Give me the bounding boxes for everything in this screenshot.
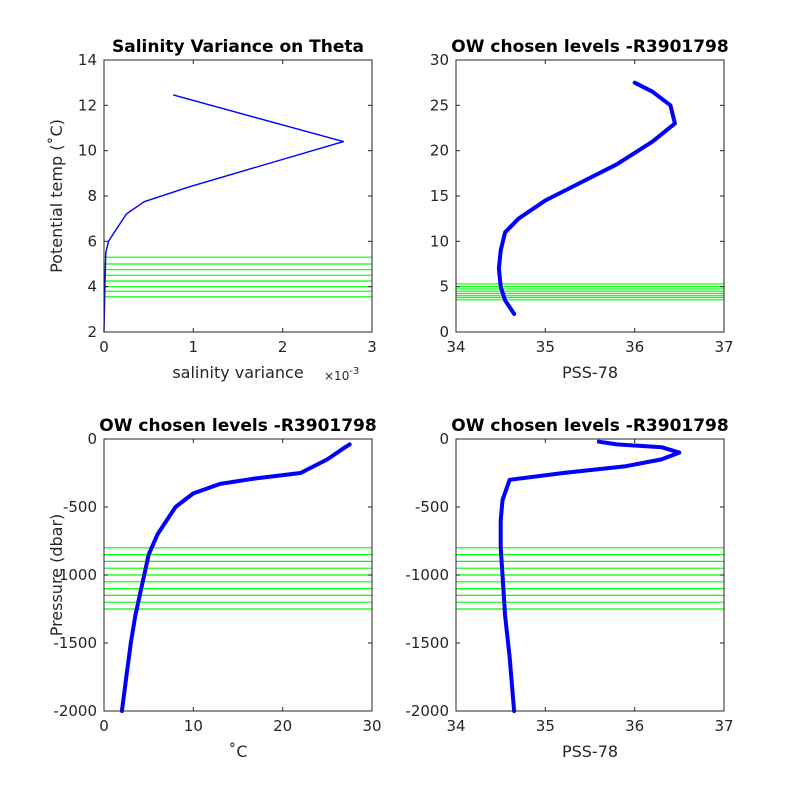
salinity-variance-x-scale-factor: ×10-3 xyxy=(324,366,359,383)
temperature-pressure-y-axis-label: Pressure (dbar) xyxy=(47,514,66,637)
temperature-pressure-x-tick-label: 0 xyxy=(99,717,109,735)
salinity-pressure-y-tick-label: 0 xyxy=(439,430,449,448)
temperature-pressure-series-line-0 xyxy=(119,442,352,713)
salinity-pressure-y-tick-label: -1000 xyxy=(405,566,449,584)
temperature-pressure-title: OW chosen levels -R3901798 xyxy=(99,416,376,436)
salinity-theta-y-tick-label: 15 xyxy=(430,187,449,205)
salinity-variance-x-tick-label: 0 xyxy=(99,338,109,356)
salinity-pressure-title: OW chosen levels -R3901798 xyxy=(451,416,728,436)
salinity-theta-y-tick-label: 25 xyxy=(430,96,449,114)
temperature-pressure-x-axis-label: ˚C xyxy=(228,742,247,761)
salinity-pressure-series-line-0 xyxy=(498,439,682,713)
salinity-pressure-x-axis-label: PSS-78 xyxy=(562,742,618,761)
temperature-pressure-y-tick-label: -2000 xyxy=(53,702,97,720)
salinity-theta-y-tick-label: 0 xyxy=(439,323,449,341)
salinity-pressure-x-tick-label: 37 xyxy=(714,717,733,735)
salinity-variance-y-tick-label: 6 xyxy=(87,232,97,250)
salinity-pressure-x-tick-label: 35 xyxy=(536,717,555,735)
salinity-variance-x-tick-label: 2 xyxy=(278,338,288,356)
salinity-variance-y-axis-label: Potential temp (˚C) xyxy=(47,119,66,273)
salinity-variance-y-tick-label: 14 xyxy=(78,51,97,69)
salinity-pressure-y-tick-label: -500 xyxy=(415,498,449,516)
salinity-theta-y-tick-label: 5 xyxy=(439,278,449,296)
salinity-variance-x-tick-label: 3 xyxy=(367,338,377,356)
temperature-pressure-y-tick-label: -1000 xyxy=(53,566,97,584)
salinity-theta-y-tick-label: 20 xyxy=(430,142,449,160)
temperature-pressure-y-tick-label: -500 xyxy=(63,498,97,516)
salinity-pressure-y-tick-label: -2000 xyxy=(405,702,449,720)
salinity-theta-series-line-0 xyxy=(496,80,677,316)
salinity-pressure-x-tick-label: 36 xyxy=(625,717,644,735)
temperature-pressure-x-tick-label: 20 xyxy=(273,717,292,735)
panel-salinity-pressure: 34 35 36 37 -2000 -1500 -1000 -500 0OW chosen le… xyxy=(405,416,733,761)
salinity-theta-title: OW chosen levels -R3901798 xyxy=(451,37,728,57)
salinity-variance-y-tick-label: 4 xyxy=(87,278,97,296)
salinity-variance-series-line-0 xyxy=(103,94,345,333)
salinity-variance-y-tick-label: 12 xyxy=(78,96,97,114)
salinity-variance-y-tick-label: 2 xyxy=(87,323,97,341)
salinity-theta-y-tick-label: 10 xyxy=(430,232,449,250)
salinity-variance-y-tick-label: 10 xyxy=(78,142,97,160)
salinity-variance-x-tick-label: 1 xyxy=(189,338,199,356)
salinity-pressure-x-tick-label: 34 xyxy=(446,717,465,735)
salinity-variance-x-axis-label: salinity variance xyxy=(172,363,303,382)
salinity-pressure-y-tick-label: -1500 xyxy=(405,634,449,652)
temperature-pressure-x-tick-label: 10 xyxy=(184,717,203,735)
salinity-theta-x-axis-label: PSS-78 xyxy=(562,363,618,382)
salinity-theta-x-tick-label: 36 xyxy=(625,338,644,356)
temperature-pressure-y-tick-label: 0 xyxy=(87,430,97,448)
salinity-theta-x-tick-label: 34 xyxy=(446,338,465,356)
temperature-pressure-y-tick-label: -1500 xyxy=(53,634,97,652)
salinity-theta-x-tick-label: 37 xyxy=(714,338,733,356)
salinity-theta-x-tick-label: 35 xyxy=(536,338,555,356)
temperature-pressure-x-tick-label: 30 xyxy=(362,717,381,735)
salinity-variance-y-tick-label: 8 xyxy=(87,187,97,205)
salinity-theta-y-tick-label: 30 xyxy=(430,51,449,69)
salinity-variance-title: Salinity Variance on Theta xyxy=(112,37,364,57)
